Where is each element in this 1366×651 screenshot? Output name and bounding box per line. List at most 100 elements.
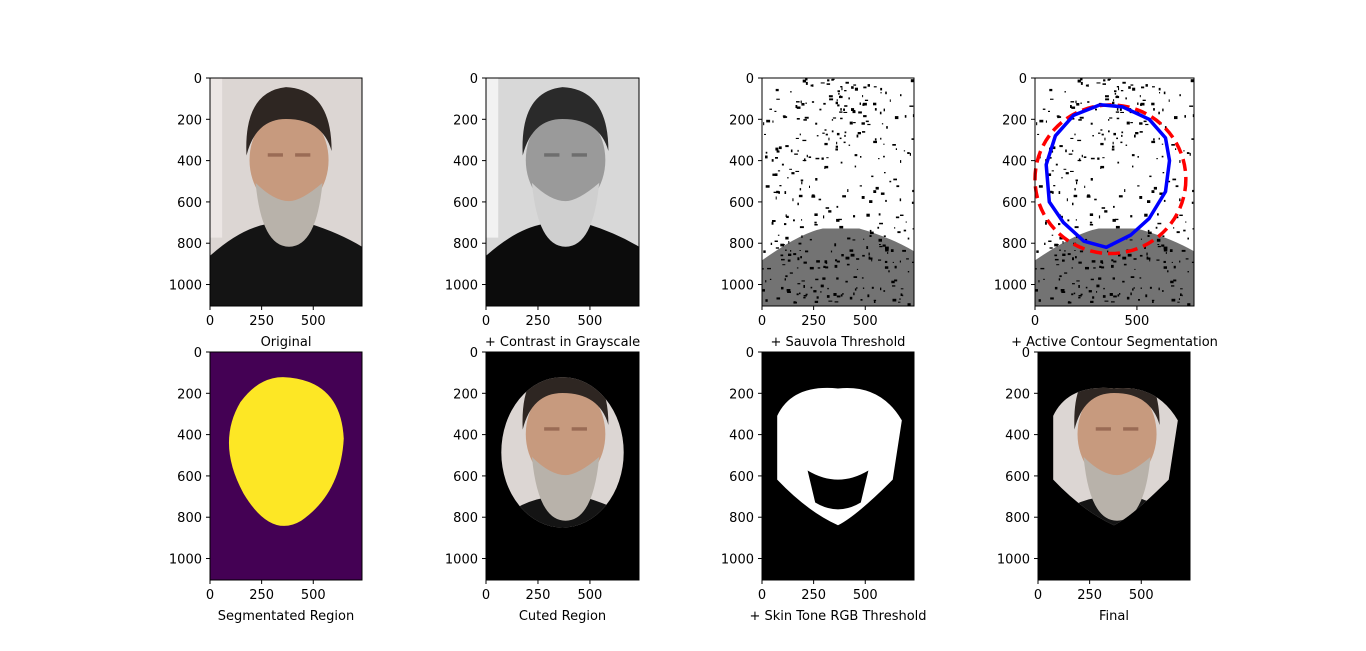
image-speck bbox=[796, 118, 800, 120]
image-speck bbox=[773, 191, 777, 193]
image-speck bbox=[836, 141, 838, 145]
image-speck bbox=[836, 205, 839, 208]
x-tick-label: 0 bbox=[482, 588, 490, 603]
image-speck bbox=[1139, 196, 1143, 199]
image-speck bbox=[772, 120, 774, 123]
image-speck bbox=[1067, 219, 1070, 222]
image-speck bbox=[1137, 185, 1140, 187]
image-speck bbox=[826, 157, 829, 159]
image-speck bbox=[1103, 79, 1106, 82]
image-speck bbox=[1039, 119, 1044, 123]
image-speck bbox=[787, 177, 789, 179]
image-speck bbox=[899, 198, 902, 202]
image-speck bbox=[1153, 108, 1155, 111]
image-speck bbox=[1042, 108, 1046, 110]
image-speck bbox=[784, 223, 787, 226]
image-speck bbox=[1080, 78, 1083, 81]
image-speck bbox=[1102, 157, 1105, 159]
y-tick-label: 200 bbox=[1002, 113, 1027, 128]
image-speck bbox=[860, 156, 862, 158]
y-tick-label: 0 bbox=[194, 346, 202, 361]
image-speck bbox=[875, 186, 879, 190]
axes-frame bbox=[209, 77, 363, 307]
image-speck bbox=[873, 102, 877, 106]
y-tick-label: 0 bbox=[194, 72, 202, 87]
image-speck bbox=[1054, 243, 1058, 247]
image-speck bbox=[1118, 87, 1120, 91]
image-speck bbox=[790, 91, 792, 93]
image-speck bbox=[1081, 154, 1083, 158]
image-speck bbox=[1116, 117, 1120, 120]
panel-image bbox=[1035, 78, 1194, 306]
image-speck bbox=[839, 137, 842, 140]
image-speck bbox=[878, 213, 881, 216]
image-speck bbox=[795, 105, 798, 108]
image-speck bbox=[847, 189, 849, 192]
image-speck bbox=[1192, 114, 1194, 118]
y-tick-label: 200 bbox=[729, 113, 754, 128]
image-speck bbox=[1172, 178, 1177, 181]
image-speck bbox=[1179, 160, 1181, 163]
image-face bbox=[525, 383, 606, 485]
image-speck bbox=[1145, 84, 1148, 87]
image-speck bbox=[1190, 79, 1194, 83]
mask-region bbox=[228, 377, 344, 526]
image-speck bbox=[1130, 84, 1134, 86]
image-speck bbox=[1066, 198, 1068, 202]
y-tick-label: 200 bbox=[729, 387, 754, 402]
image-speck bbox=[802, 79, 806, 83]
image-speck bbox=[1163, 199, 1166, 202]
image-speck bbox=[889, 99, 891, 102]
y-tick-label: 1000 bbox=[169, 279, 202, 294]
image-speck bbox=[819, 108, 822, 111]
image-speck bbox=[1101, 207, 1106, 209]
x-tick-label: 0 bbox=[482, 314, 490, 329]
image-speck bbox=[841, 87, 843, 91]
image-speck bbox=[814, 224, 818, 226]
image-face bbox=[525, 109, 606, 211]
image-speck bbox=[863, 115, 867, 118]
image-speck bbox=[1131, 154, 1135, 157]
image-speck bbox=[874, 138, 877, 141]
image-speck bbox=[805, 81, 808, 85]
image-speck bbox=[1135, 132, 1139, 135]
image-speck bbox=[1156, 158, 1158, 160]
image-speck bbox=[799, 188, 802, 191]
image-speck bbox=[805, 78, 808, 81]
x-tick-label: 500 bbox=[578, 588, 603, 603]
image-speck bbox=[861, 196, 865, 199]
image-speck bbox=[793, 219, 795, 222]
image-speck bbox=[838, 218, 842, 221]
image-speck bbox=[873, 86, 877, 88]
panel-xlabel: Final bbox=[1099, 609, 1129, 624]
image-speck bbox=[896, 185, 900, 188]
image-speck bbox=[823, 102, 826, 105]
image-speck bbox=[776, 98, 780, 100]
image-speck bbox=[1100, 165, 1105, 169]
image-speck bbox=[1111, 148, 1115, 151]
image-speck bbox=[836, 99, 838, 102]
image-speck bbox=[814, 213, 818, 216]
y-tick-label: 400 bbox=[1005, 429, 1030, 444]
image-speck bbox=[873, 140, 877, 144]
x-tick-label: 500 bbox=[301, 588, 326, 603]
image-speck bbox=[1130, 122, 1133, 124]
y-tick-label: 200 bbox=[453, 113, 478, 128]
image-speck bbox=[1137, 102, 1139, 105]
image-speck bbox=[804, 158, 806, 162]
image-speck bbox=[1151, 102, 1155, 106]
image-speck bbox=[777, 234, 780, 236]
image-speck bbox=[859, 185, 862, 187]
y-tick-label: 400 bbox=[177, 429, 202, 444]
image-speck bbox=[1173, 227, 1175, 229]
panel-3: 0 250 500 0 200 400 600 800 1000 + Sauvola Thresh… bbox=[721, 72, 915, 350]
image-speck bbox=[861, 122, 865, 125]
y-tick-label: 800 bbox=[177, 511, 202, 526]
image-speck bbox=[771, 159, 774, 162]
image-speck bbox=[1158, 87, 1161, 91]
image-speck bbox=[1126, 121, 1130, 125]
image-speck bbox=[903, 229, 907, 232]
axes-frame bbox=[1037, 351, 1191, 581]
image-speck bbox=[806, 154, 808, 158]
image-speck bbox=[1051, 234, 1054, 236]
